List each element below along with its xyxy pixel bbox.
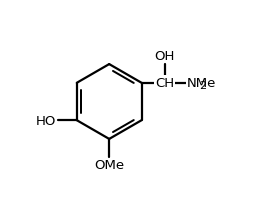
Text: NMe: NMe bbox=[186, 77, 216, 90]
Text: CH: CH bbox=[155, 77, 174, 90]
Text: OH: OH bbox=[155, 50, 175, 63]
Text: OMe: OMe bbox=[94, 159, 124, 172]
Text: HO: HO bbox=[36, 114, 57, 127]
Text: 2: 2 bbox=[199, 81, 206, 91]
